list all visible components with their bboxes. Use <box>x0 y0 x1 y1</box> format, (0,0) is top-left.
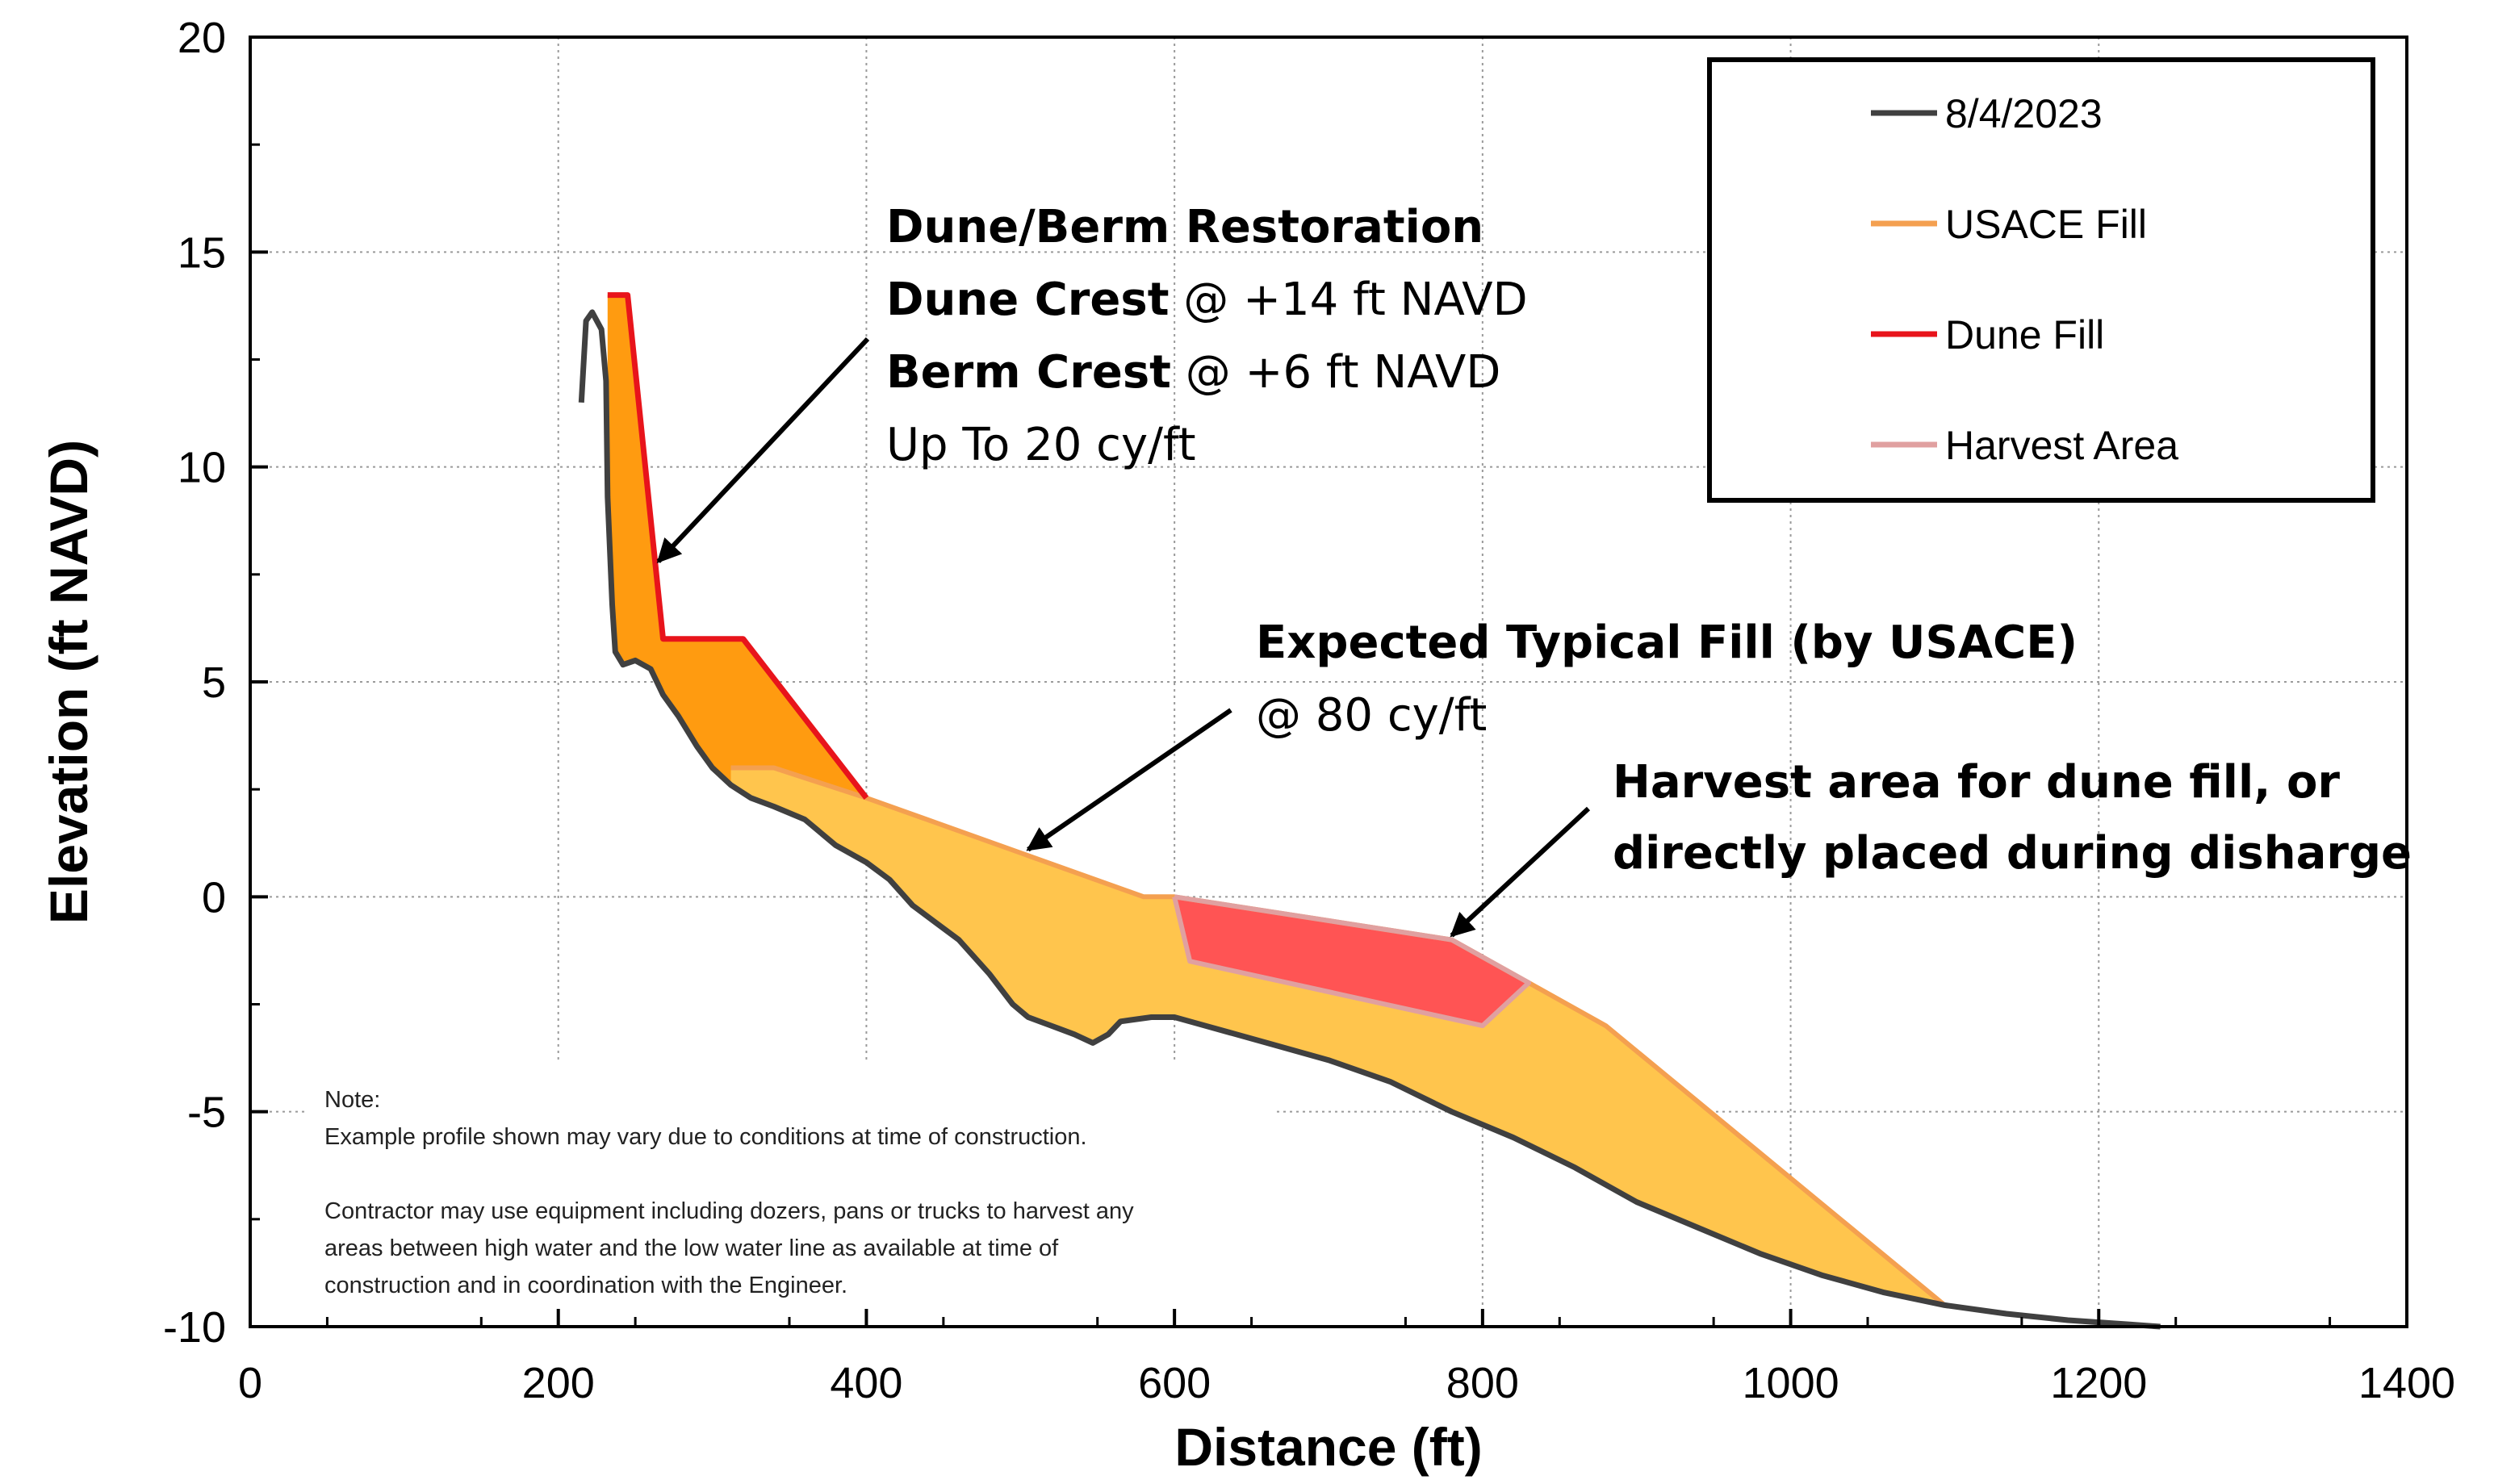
x-tick-label: 1400 <box>2358 1359 2455 1407</box>
note-title: Note: <box>324 1087 380 1113</box>
y-tick-label: 0 <box>202 873 226 922</box>
x-tick-label: 1000 <box>1743 1359 1839 1407</box>
fill-areas <box>607 295 1945 1306</box>
annotations: Dune/Berm Restoration Dune Crest @ +14 ft… <box>324 201 2412 1298</box>
annotation-line: directly placed during disharge <box>1613 827 2412 880</box>
note-line: areas between high water and the low wat… <box>324 1235 1059 1261</box>
profile-line-8-4-2023 <box>578 309 2161 1330</box>
annotation-line: Dune Crest @ +14 ft NAVD <box>886 274 1528 326</box>
annotation-line: Dune/Berm Restoration <box>886 201 1483 253</box>
annotation-line: @ 80 cy/ft <box>1256 689 1487 742</box>
series-lines <box>578 292 2161 1330</box>
note-background <box>305 1064 1274 1319</box>
axes: 0 200 400 600 800 1000 1200 1400 -10 -5 0 5 10 15 20 Di… <box>39 14 2455 1477</box>
annotation-line: Harvest area for dune fill, or <box>1613 756 2340 809</box>
harvest-area-fill <box>1174 897 1529 1026</box>
y-tick-label: 20 <box>178 14 226 62</box>
x-tick-label: 800 <box>1446 1359 1519 1407</box>
note-line: Contractor may use equipment including d… <box>324 1198 1134 1224</box>
legend-box <box>1707 57 2375 503</box>
x-tick-label: 400 <box>830 1359 902 1407</box>
x-axis-title: Distance (ft) <box>1174 1417 1482 1477</box>
harvest-area-line <box>1172 894 1532 1029</box>
note-line: construction and in coordination with th… <box>324 1273 847 1298</box>
y-tick-label: -10 <box>163 1303 226 1352</box>
dune-fill-area <box>607 295 867 798</box>
x-tick-label: 0 <box>238 1359 262 1407</box>
legend-label: Dune Fill <box>1945 312 2104 357</box>
y-tick-label: 5 <box>202 658 226 707</box>
note-box <box>305 1064 1274 1319</box>
x-tick-label: 1200 <box>2050 1359 2147 1407</box>
usace-fill-area <box>730 767 1945 1306</box>
y-tick-label: -5 <box>187 1089 226 1137</box>
x-tick-label: 600 <box>1138 1359 1211 1407</box>
y-axis-title: Elevation (ft NAVD) <box>39 440 98 924</box>
x-tick-label: 200 <box>522 1359 595 1407</box>
annotation-line: Berm Crest @ +6 ft NAVD <box>886 346 1500 399</box>
dune-fill-line <box>607 292 869 800</box>
annotation-line: Up To 20 cy/ft <box>886 419 1196 471</box>
legend: 8/4/2023 USACE Fill Dune Fill Harvest Area <box>1707 57 2375 503</box>
annotation-line: Expected Typical Fill (by USACE) <box>1256 617 2078 669</box>
y-tick-label: 10 <box>178 444 226 492</box>
y-tick-label: 15 <box>178 228 226 277</box>
note-line: Example profile shown may vary due to co… <box>324 1124 1087 1150</box>
legend-label: Harvest Area <box>1945 423 2178 468</box>
annotation-arrow <box>1026 708 1232 852</box>
annotation-arrow <box>1450 806 1591 938</box>
annotation-arrow <box>656 337 870 564</box>
legend-label: 8/4/2023 <box>1945 91 2103 136</box>
legend-label: USACE Fill <box>1945 202 2147 247</box>
